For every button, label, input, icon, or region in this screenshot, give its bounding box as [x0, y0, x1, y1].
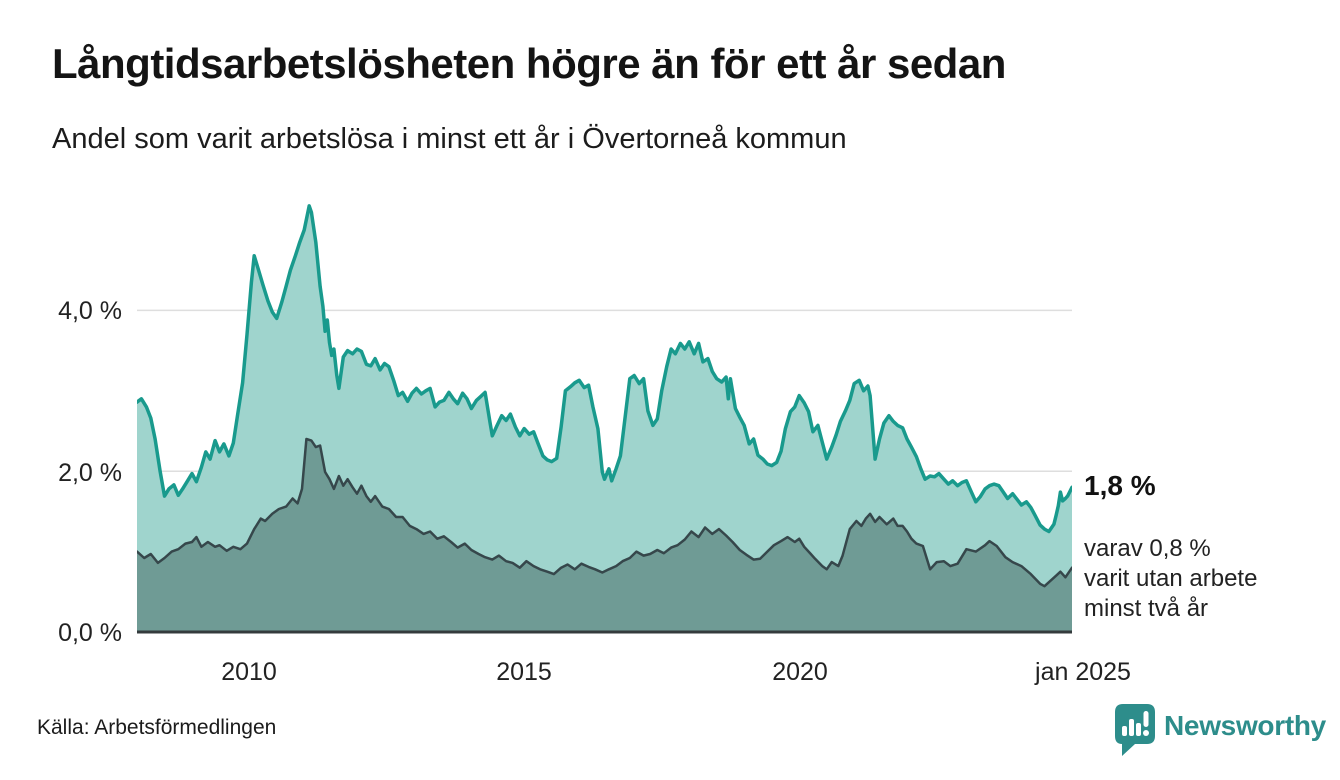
latest-value-label: 1,8 %: [1084, 470, 1156, 501]
chart-subtitle: Andel som varit arbetslösa i minst ett å…: [52, 123, 847, 155]
y-axis-tick-label-4: 4,0 %: [58, 297, 122, 325]
x-axis-tick-label-2020: 2020: [772, 658, 828, 686]
newsworthy-logo: Newsworthy: [1113, 702, 1326, 758]
series-line-0: [137, 204, 1072, 534]
plot-area: [137, 204, 1072, 634]
x-axis-tick-label-2010: 2010: [221, 658, 277, 686]
x-axis-tick-label-jan-2025: jan 2025: [1035, 658, 1131, 686]
newsworthy-logo-icon: [1115, 704, 1155, 756]
y-axis-tick-label-0: 0,0 %: [58, 619, 122, 647]
latest-value-sublabel: varav 0,8 % varit utan arbete minst två …: [1084, 535, 1258, 622]
y-axis-tick-label-2: 2,0 %: [58, 459, 122, 487]
x-axis-tick-label-2015: 2015: [496, 658, 552, 686]
newsworthy-wordmark: Newsworthy: [1164, 710, 1326, 741]
series-line-1: [137, 437, 1072, 588]
chart-title: Långtidsarbetslösheten högre än för ett …: [52, 40, 1006, 87]
source-note: Källa: Arbetsförmedlingen: [37, 716, 277, 739]
series-area-1: [137, 439, 1072, 632]
